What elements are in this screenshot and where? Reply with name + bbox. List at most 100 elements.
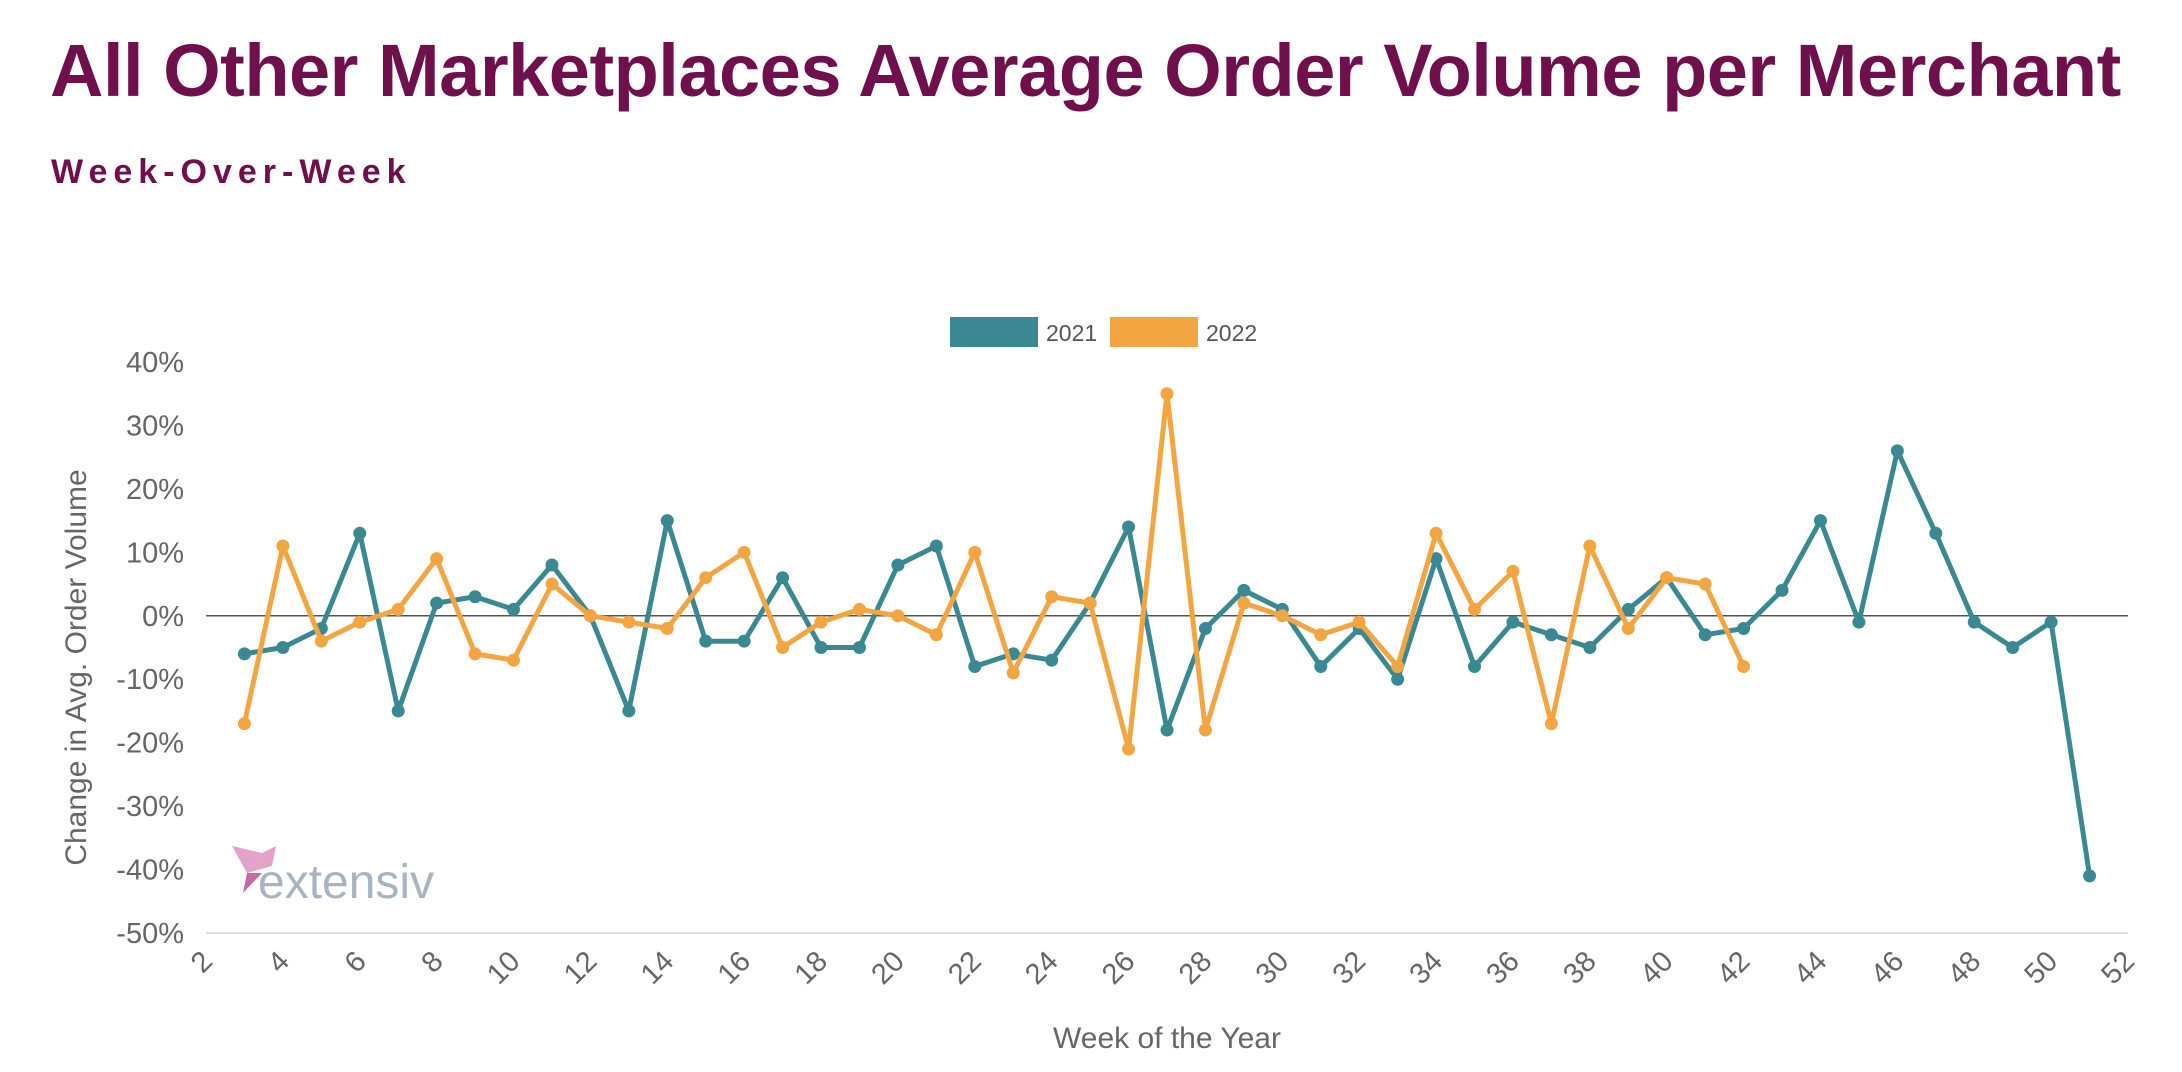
data-point-2021[interactable] [660,514,674,528]
data-point-2021[interactable] [737,634,751,648]
data-point-2022[interactable] [583,609,597,623]
data-point-2021[interactable] [430,596,444,610]
data-point-2022[interactable] [314,634,328,648]
data-point-2022[interactable] [1122,742,1136,756]
data-point-2022[interactable] [929,628,943,642]
logo-text: extensiv [258,856,434,909]
x-tick-label: 2 [185,945,219,979]
data-point-2021[interactable] [1314,660,1328,674]
data-point-2022[interactable] [660,621,674,635]
data-point-2022[interactable] [1621,621,1635,635]
data-point-2021[interactable] [2083,869,2097,883]
data-point-2021[interactable] [1468,660,1482,674]
data-point-2021[interactable] [891,558,905,572]
data-point-2022[interactable] [237,717,251,731]
x-tick-label: 16 [712,945,757,990]
data-point-2022[interactable] [1198,723,1212,737]
data-point-2022[interactable] [1045,590,1059,604]
data-point-2022[interactable] [1314,628,1328,642]
x-tick-label: 28 [1173,945,1218,990]
data-point-2022[interactable] [1083,596,1097,610]
data-point-2022[interactable] [1544,717,1558,731]
data-point-2021[interactable] [468,590,482,604]
x-tick-label: 10 [481,945,526,990]
data-point-2022[interactable] [814,615,828,629]
data-point-2021[interactable] [1237,583,1251,597]
data-point-2021[interactable] [1544,628,1558,642]
data-point-2022[interactable] [1006,666,1020,680]
data-point-2022[interactable] [737,545,751,559]
x-tick-label: 20 [865,945,910,990]
legend-label-2022[interactable]: 2022 [1206,320,1257,346]
data-point-2022[interactable] [699,571,713,585]
data-point-2021[interactable] [1698,628,1712,642]
series-line-2022 [241,391,1747,752]
data-point-2022[interactable] [353,615,367,629]
data-point-2021[interactable] [929,539,943,553]
data-point-2021[interactable] [507,602,521,616]
y-tick-label: -30% [116,791,184,823]
data-point-2021[interactable] [1775,583,1789,597]
data-point-2021[interactable] [968,660,982,674]
data-point-2022[interactable] [1698,577,1712,591]
x-tick-label: 38 [1557,945,1602,990]
data-point-2022[interactable] [852,602,866,616]
data-point-2022[interactable] [968,545,982,559]
data-point-2022[interactable] [391,602,405,616]
data-point-2021[interactable] [353,526,367,540]
data-point-2021[interactable] [545,558,559,572]
series-2021 [237,444,2097,883]
x-tick-label: 40 [1634,945,1679,990]
data-point-2021[interactable] [237,647,251,661]
data-point-2022[interactable] [1391,660,1405,674]
data-point-2021[interactable] [1929,526,1943,540]
x-tick-label: 8 [416,945,450,979]
data-point-2021[interactable] [776,571,790,585]
data-point-2021[interactable] [1583,641,1597,654]
data-point-2022[interactable] [1275,609,1289,623]
data-point-2021[interactable] [2006,641,2020,654]
data-point-2022[interactable] [1468,602,1482,616]
data-point-2022[interactable] [545,577,559,591]
data-point-2021[interactable] [391,704,405,718]
data-point-2022[interactable] [1237,596,1251,610]
data-point-2022[interactable] [276,539,290,553]
data-point-2021[interactable] [1621,602,1635,616]
data-point-2022[interactable] [622,615,636,629]
legend-label-2021[interactable]: 2021 [1046,320,1097,346]
data-point-2022[interactable] [1583,539,1597,553]
data-point-2021[interactable] [814,641,828,654]
data-point-2021[interactable] [1506,615,1520,629]
data-point-2021[interactable] [1391,672,1405,686]
data-point-2021[interactable] [622,704,636,718]
x-tick-label: 50 [2019,945,2064,990]
data-point-2022[interactable] [1352,615,1366,629]
data-point-2022[interactable] [1660,571,1674,585]
data-point-2021[interactable] [699,634,713,648]
data-point-2021[interactable] [1890,444,1904,458]
data-point-2022[interactable] [430,552,444,566]
data-point-2021[interactable] [1813,514,1827,528]
data-point-2022[interactable] [1160,387,1174,401]
data-point-2022[interactable] [468,647,482,661]
x-tick-label: 6 [339,945,373,979]
data-point-2021[interactable] [1122,520,1136,534]
data-point-2021[interactable] [1160,723,1174,737]
data-point-2021[interactable] [1198,621,1212,635]
data-point-2022[interactable] [776,641,790,654]
data-point-2022[interactable] [891,609,905,623]
data-point-2021[interactable] [1967,615,1981,629]
legend-swatch-2021[interactable] [950,317,1038,347]
data-point-2021[interactable] [276,641,290,654]
data-point-2021[interactable] [1429,552,1443,566]
data-point-2021[interactable] [1737,621,1751,635]
data-point-2021[interactable] [2044,615,2058,629]
data-point-2022[interactable] [1429,526,1443,540]
data-point-2022[interactable] [1506,564,1520,578]
legend-swatch-2022[interactable] [1110,317,1198,347]
data-point-2021[interactable] [852,641,866,654]
data-point-2021[interactable] [1045,653,1059,667]
data-point-2022[interactable] [1737,660,1751,674]
data-point-2021[interactable] [1852,615,1866,629]
data-point-2022[interactable] [507,653,521,667]
